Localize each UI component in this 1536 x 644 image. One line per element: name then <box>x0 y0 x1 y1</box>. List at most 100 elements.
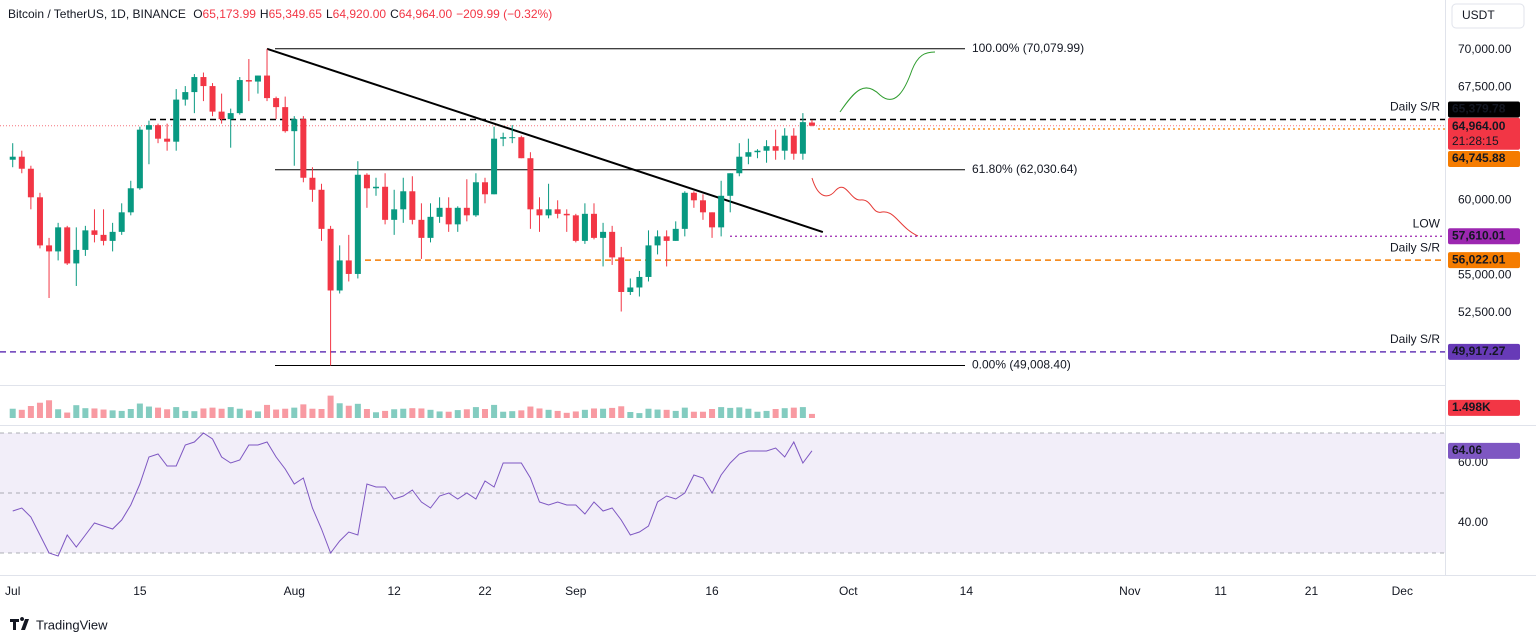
ohlc-key: C <box>390 7 399 21</box>
candle-body <box>445 207 452 225</box>
change: −209.99 (−0.32%) <box>456 7 553 21</box>
x-tick-label: 22 <box>478 584 492 598</box>
candle-body <box>518 137 525 159</box>
volume-bar <box>136 403 143 418</box>
level-name: Daily S/R <box>1390 332 1440 346</box>
candle-body <box>27 168 34 198</box>
volume-bar <box>164 409 171 418</box>
candle-body <box>36 197 43 246</box>
volume-bar <box>472 407 479 418</box>
x-tick-label: Oct <box>839 584 858 598</box>
candle-body <box>236 80 243 114</box>
candle-body <box>745 152 752 157</box>
volume-bar <box>91 408 98 418</box>
candle-body <box>345 260 352 274</box>
volume-bar <box>336 403 343 418</box>
candle-body <box>645 245 652 277</box>
volume-bar <box>354 403 361 418</box>
volume-bar <box>264 404 271 418</box>
ohlc-key: L <box>325 7 333 21</box>
volume-bar <box>509 411 516 418</box>
candle-body <box>472 182 479 216</box>
volume-bar <box>73 405 80 418</box>
rsi-badge: 64.06 <box>1452 443 1482 457</box>
volume-bar <box>572 411 579 418</box>
candle-body <box>454 207 461 225</box>
y-tick-label: 60,000.00 <box>1458 192 1512 206</box>
candle-body <box>427 216 434 238</box>
level-badge: 65,379.78 <box>1452 102 1506 116</box>
fib-label: 100.00% (70,079.99) <box>972 41 1084 55</box>
x-tick-label: 11 <box>1214 584 1227 598</box>
candle-body <box>709 212 716 228</box>
volume-bar <box>173 407 180 418</box>
level-name: LOW <box>1413 216 1441 230</box>
level-badge-bg <box>1448 252 1520 269</box>
candle-body <box>727 173 734 196</box>
currency-button[interactable] <box>1451 3 1525 29</box>
volume-bar <box>82 408 89 418</box>
candle-body <box>109 231 116 241</box>
bear-arrow <box>811 177 919 237</box>
candle-body <box>300 119 307 178</box>
candle-body <box>618 257 625 292</box>
x-tick-label: Nov <box>1119 584 1140 598</box>
volume-bar <box>363 409 370 418</box>
ohlc-value: 65,349.65 <box>268 7 322 21</box>
candle-body <box>200 77 207 87</box>
candle-body <box>500 137 507 139</box>
candle-body <box>763 146 770 151</box>
bull-arrow <box>839 51 936 113</box>
volume-bar <box>645 408 652 418</box>
candle-body <box>781 135 788 151</box>
volume-bar <box>382 410 389 418</box>
candle-body <box>164 138 171 142</box>
volume-bar <box>636 413 643 418</box>
volume-bar <box>663 409 670 418</box>
candle-body <box>690 192 697 201</box>
candle-body <box>182 92 189 100</box>
volume-bar <box>400 408 407 418</box>
candle-body <box>254 75 261 82</box>
volume-bar <box>345 405 352 418</box>
candle-body <box>590 213 597 238</box>
candle-body <box>491 138 498 195</box>
x-tick-label: 14 <box>960 584 974 598</box>
brand: TradingView <box>36 617 108 632</box>
candle-body <box>264 75 271 99</box>
volume-bar <box>554 410 561 418</box>
candle-body <box>327 228 334 291</box>
ohlc-key: O <box>193 7 203 21</box>
volume-bar <box>745 408 752 418</box>
candle-body <box>91 230 98 235</box>
candle-body <box>799 122 806 154</box>
x-tick-label: 15 <box>133 584 147 598</box>
volume-bar <box>118 410 125 418</box>
candle-body <box>563 213 570 216</box>
volume-bar <box>536 408 543 418</box>
candle-body <box>227 113 234 120</box>
last-price-label: 64,964.00 <box>1452 119 1506 133</box>
level-badge-bg <box>1448 101 1520 118</box>
candle-body <box>100 234 107 241</box>
currency[interactable]: USDT <box>1462 8 1495 22</box>
rsi-line <box>12 432 813 557</box>
brand-logo <box>10 617 29 630</box>
volume-bar <box>718 407 725 418</box>
volume-bar <box>790 407 797 418</box>
volume-bar <box>236 408 243 418</box>
candle-body <box>718 195 725 228</box>
x-tick-label: 21 <box>1305 584 1319 598</box>
volume-bar <box>200 408 207 418</box>
candle-body <box>273 98 280 108</box>
candle-body <box>391 209 398 220</box>
x-tick-label: Dec <box>1392 584 1413 598</box>
volume-badge: 1.498K <box>1452 400 1491 414</box>
volume-bar <box>318 409 325 418</box>
y-tick-label: 70,000.00 <box>1458 42 1512 56</box>
volume-bar <box>808 413 815 418</box>
candle-body <box>418 219 425 238</box>
candle-body <box>581 213 588 241</box>
